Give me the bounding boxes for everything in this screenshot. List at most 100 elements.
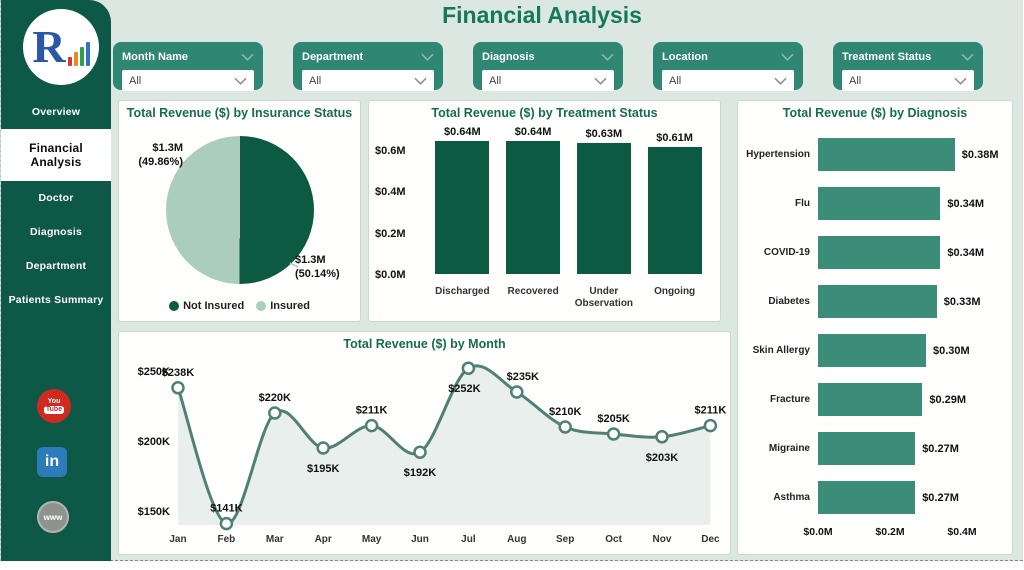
sidebar-nav: Overview Financial Analysis Doctor Diagnosi… (1, 95, 111, 317)
data-point-jul[interactable] (461, 361, 476, 375)
diagnosis-row: Diabetes $0.33M (746, 277, 1004, 326)
x-axis-label: Feb (218, 534, 236, 545)
filter-collapse[interactable] (241, 48, 254, 66)
filter-department-select[interactable]: All (302, 70, 434, 91)
bar-value-label: $0.30M (933, 344, 970, 357)
x-axis-label: Sep (556, 534, 574, 545)
bar-value-label: $0.63M (585, 128, 623, 141)
bar-column: $0.64M (427, 126, 498, 274)
diagnosis-row: Hypertension $0.38M (746, 130, 1004, 179)
linkedin-icon[interactable]: in (37, 447, 67, 477)
legend-item-not-insured[interactable]: Not Insured (169, 300, 244, 312)
legend-swatch (256, 301, 267, 311)
sidebar-item-department[interactable]: Department (25, 260, 87, 272)
data-point-dec[interactable] (703, 418, 718, 433)
diagnosis-row: Skin Allergy $0.30M (746, 326, 1004, 375)
bar-asthma[interactable] (818, 481, 916, 514)
sidebar-item-doctor[interactable]: Doctor (38, 192, 74, 204)
data-point-may[interactable] (364, 418, 379, 433)
filter-department: Department All (293, 42, 443, 91)
x-axis-label: Mar (266, 534, 284, 545)
bar-value-label: $0.64M (514, 126, 552, 139)
bar-skin-allergy[interactable] (818, 334, 926, 367)
select-chevron (954, 72, 967, 90)
point-value-label: $205K (597, 413, 629, 425)
filter-location-select[interactable]: All (662, 70, 794, 91)
filters-row: Month Name All Department All Diagnosis All Lo… (113, 42, 983, 91)
x-axis-label: Oct (605, 534, 622, 545)
filter-collapse[interactable] (961, 48, 974, 66)
filter-collapse[interactable] (601, 48, 614, 66)
category-label: Asthma (773, 492, 810, 503)
month-line-chart: $250K $200K $150K $238K Jan $141K Feb $220K Mar $… (120, 351, 729, 556)
bar-under-observation[interactable] (576, 143, 631, 274)
filter-diagnosis-select[interactable]: All (482, 70, 614, 91)
bar-track: $0.33M (818, 285, 1004, 318)
data-point-feb[interactable] (219, 516, 234, 531)
sidebar-item-financial-analysis[interactable]: Financial Analysis (1, 129, 111, 181)
bar-track: $0.27M (818, 481, 1004, 514)
filter-month-name-select[interactable]: All (122, 70, 254, 91)
x-axis-label: Under Observation (574, 286, 634, 309)
youtube-icon[interactable]: You Tube (37, 389, 71, 423)
bar-discharged[interactable] (435, 141, 490, 274)
data-point-oct[interactable] (606, 427, 621, 441)
filter-value: All (849, 74, 862, 87)
category-label: Fracture (769, 394, 810, 405)
x-axis-label: Jul (461, 534, 476, 545)
filter-label: Month Name (122, 51, 188, 63)
bar-recovered[interactable] (506, 141, 561, 274)
bar-ongoing[interactable] (647, 147, 702, 274)
logo-letter: R (32, 21, 66, 72)
chevron-down-icon (241, 53, 254, 61)
sidebar-item-patients-summary[interactable]: Patients Summary (8, 294, 104, 306)
globe-icon[interactable]: www (37, 501, 69, 533)
pie-chart[interactable] (165, 136, 314, 284)
chevron-down-icon (781, 53, 794, 61)
point-value-label: $252K (448, 383, 480, 395)
bar-migraine[interactable] (818, 432, 916, 465)
insurance-chart-panel: Total Revenue ($) by Insurance Status $1… (118, 100, 361, 322)
x-axis-label: Jun (411, 534, 429, 545)
bar-flu[interactable] (818, 187, 941, 220)
diagnosis-row: Asthma $0.27M (746, 473, 1004, 522)
chevron-down-icon (774, 77, 787, 85)
pie-leader-lines (178, 159, 299, 268)
data-point-nov[interactable] (655, 430, 669, 444)
data-point-apr[interactable] (316, 441, 330, 455)
bar-covid-19[interactable] (818, 236, 941, 269)
category-label: Skin Allergy (752, 345, 810, 356)
bar-fracture[interactable] (818, 383, 923, 416)
data-point-mar[interactable] (268, 406, 282, 420)
legend-item-insured[interactable]: Insured (256, 300, 310, 312)
y-axis-tick: $0.4M (375, 186, 406, 199)
category-label: Flu (795, 198, 810, 209)
bar-value-label: $0.33M (943, 295, 981, 308)
x-axis-tick: $0.2M (875, 526, 905, 538)
bar-track: $0.34M (818, 187, 1004, 220)
x-axis-label: Nov (653, 534, 672, 545)
chart-title: Total Revenue ($) by Diagnosis (782, 106, 968, 120)
data-point-jan[interactable] (171, 381, 185, 395)
data-point-aug[interactable] (510, 385, 524, 399)
y-axis-tick: $250K (138, 366, 170, 378)
diagnosis-chart-panel: Total Revenue ($) by Diagnosis Hypertens… (737, 100, 1013, 555)
filter-label: Diagnosis (482, 51, 535, 63)
select-chevron (774, 72, 787, 90)
filter-label: Department (302, 51, 364, 63)
filter-collapse[interactable] (781, 48, 794, 66)
filter-treatment-status-select[interactable]: All (842, 70, 974, 91)
sidebar-item-overview[interactable]: Overview (31, 106, 81, 118)
bar-column: $0.61M (639, 126, 710, 274)
bar-diabetes[interactable] (818, 285, 937, 318)
y-axis-tick: $0.2M (375, 227, 406, 240)
bar-hypertension[interactable] (818, 138, 955, 171)
sidebar-item-diagnosis[interactable]: Diagnosis (30, 226, 82, 238)
data-point-sep[interactable] (558, 420, 572, 434)
filter-collapse[interactable] (421, 48, 434, 66)
point-value-label: $211K (356, 405, 388, 417)
filter-value: All (309, 74, 322, 87)
pie-legend: Not Insured Insured (119, 300, 360, 312)
data-point-jun[interactable] (413, 445, 427, 459)
